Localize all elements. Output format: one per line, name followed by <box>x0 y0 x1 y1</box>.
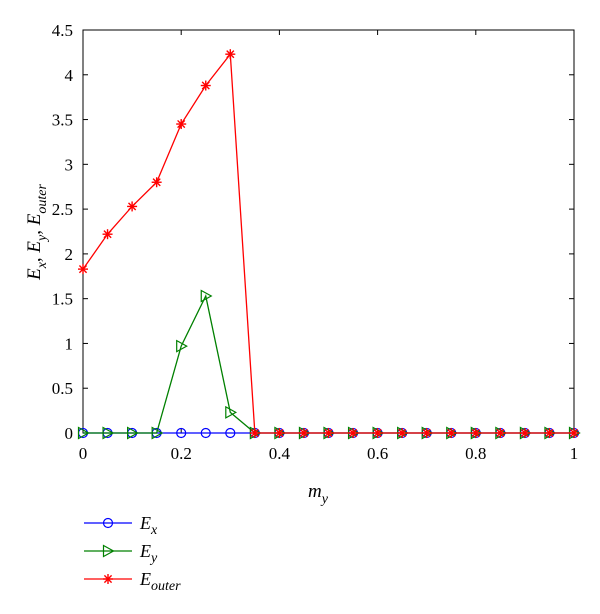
legend-label: Ex <box>139 513 158 538</box>
y-tick-label: 1.5 <box>52 290 73 309</box>
data-point <box>348 428 359 438</box>
data-point <box>274 428 285 438</box>
axis-ticks: 0 0.2 0.4 0.6 0.8 1 0 0.5 1 1.5 2 2.5 3 3.5 4 4.5 <box>52 21 579 463</box>
data-point <box>544 428 555 438</box>
data-point <box>372 428 383 438</box>
series-line <box>82 52 574 434</box>
data-point <box>102 517 114 529</box>
data-point <box>200 289 213 303</box>
series-line <box>83 293 574 434</box>
y-axis-label: Ex, Ey, Eouter <box>24 184 50 281</box>
data-point <box>176 339 188 353</box>
data-point <box>103 574 113 584</box>
data-point <box>397 428 408 438</box>
data-point <box>200 80 211 91</box>
data-point <box>102 426 115 440</box>
legend-item-outer: Eouter <box>84 569 181 594</box>
legend-label: Ey <box>139 541 158 566</box>
x-tick-label: 0.4 <box>269 444 291 463</box>
data-point <box>446 428 457 438</box>
y-tick-label: 0.5 <box>52 379 73 398</box>
x-axis-label: my <box>308 481 329 507</box>
data-point <box>519 428 530 438</box>
y-label-main: E <box>24 213 45 226</box>
data-point <box>421 428 432 438</box>
data-point <box>102 544 115 558</box>
y-tick-label: 4.5 <box>52 21 73 40</box>
data-point <box>225 49 236 60</box>
data-point <box>176 119 187 130</box>
y-tick-label: 4 <box>65 66 74 85</box>
y-label-sub: y <box>35 234 50 243</box>
x-tick-label: 0.2 <box>171 444 192 463</box>
x-tick-label: 0 <box>79 444 88 463</box>
y-label-main: E <box>24 241 45 254</box>
series-outer <box>78 49 579 438</box>
series-y <box>77 289 581 440</box>
y-tick-label: 1 <box>65 334 74 353</box>
y-tick-label: 2.5 <box>52 200 73 219</box>
x-tick-label: 1 <box>570 444 579 463</box>
data-point <box>200 427 211 439</box>
data-point <box>225 405 238 419</box>
plot-frame <box>82 29 575 434</box>
data-point <box>249 428 260 438</box>
data-point <box>225 427 236 439</box>
y-label-main: E <box>24 268 45 281</box>
legend-item-x: Ex <box>84 513 158 538</box>
data-point <box>323 428 334 438</box>
legend-label: Eouter <box>139 569 181 594</box>
y-tick-label: 0 <box>65 424 74 443</box>
data-point <box>151 426 164 440</box>
y-tick-label: 3 <box>65 155 74 174</box>
data-point <box>298 428 309 438</box>
y-label-sep: , <box>24 225 45 235</box>
data-point <box>127 201 138 212</box>
x-axis-label-sub: y <box>320 492 329 507</box>
data-point <box>470 428 481 438</box>
series-group <box>77 49 581 440</box>
y-label-sep: , <box>24 253 45 263</box>
legend: Ex Ey Eouter <box>84 513 181 594</box>
data-point <box>77 426 90 440</box>
x-tick-label: 0.6 <box>367 444 388 463</box>
data-point <box>78 264 88 275</box>
data-point <box>495 428 506 438</box>
y-label-sub: outer <box>35 184 50 214</box>
x-axis-label-main: m <box>308 481 322 502</box>
data-point <box>569 428 579 438</box>
x-tick-label: 0.8 <box>465 444 486 463</box>
data-point <box>126 426 139 440</box>
y-label-sub: x <box>35 261 50 269</box>
data-point <box>176 427 187 439</box>
legend-item-y: Ey <box>84 541 158 566</box>
data-point <box>151 177 162 188</box>
data-point <box>102 229 113 240</box>
y-tick-label: 3.5 <box>52 111 73 130</box>
y-tick-label: 2 <box>65 245 74 264</box>
